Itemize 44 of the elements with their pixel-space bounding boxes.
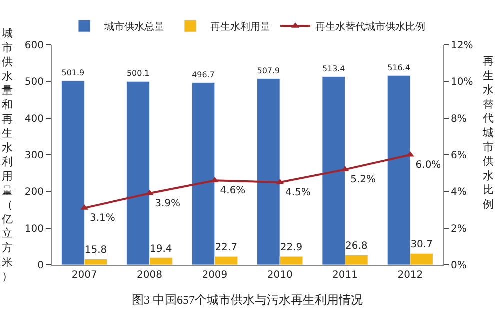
- y-tick-label: 600: [24, 40, 44, 52]
- legend-label: 城市供水总量: [104, 21, 164, 33]
- y-tick-label: 500: [24, 77, 44, 88]
- data-label: 15.8: [84, 245, 108, 256]
- y-tick-label: 400: [24, 114, 44, 125]
- y2-tick-label: 4%: [451, 187, 467, 198]
- x-tick-label: 2009: [202, 270, 228, 281]
- y-tick-label: 100: [24, 224, 44, 235]
- data-label: 501.9: [62, 68, 85, 78]
- data-label: 4.5%: [285, 187, 311, 198]
- text: 城市供水量和再生水利用量（亿立方米）: [2, 27, 13, 284]
- data-label: 5.2%: [350, 174, 376, 186]
- data-label: 516.4: [388, 63, 410, 72]
- x-tick-label: 2012: [398, 270, 424, 281]
- x-tick-label: 2010: [267, 270, 293, 281]
- data-label: 19.4: [150, 244, 172, 255]
- data-label: 22.7: [215, 242, 238, 254]
- x-tick-label: 2007: [72, 270, 98, 281]
- y2-tick-label: 6%: [451, 150, 467, 162]
- text: 图3 中国657个城市供水与污水再生利用情况: [132, 293, 363, 307]
- data-label: 22.9: [280, 242, 303, 254]
- data-label: 4.6%: [220, 186, 246, 197]
- y2-tick-label: 2%: [451, 224, 467, 235]
- data-label: 500.1: [126, 69, 150, 78]
- y-tick-label: 300: [24, 150, 44, 162]
- y2-tick-label: 0%: [451, 260, 467, 272]
- x-tick-label: 2008: [137, 270, 162, 281]
- data-label: 513.4: [322, 64, 346, 74]
- legend-label: 再生水替代城市供水比例: [316, 21, 426, 33]
- text: 再生水替代城市供水比例: [483, 55, 494, 211]
- data-label: 3.1%: [90, 213, 116, 224]
- data-label: 6.0%: [416, 160, 442, 171]
- x-tick-label: 2011: [332, 270, 358, 281]
- data-label: 30.7: [410, 240, 433, 251]
- y-tick-label: 200: [24, 187, 44, 198]
- y2-tick-label: 12%: [451, 40, 474, 52]
- data-label: 3.9%: [155, 198, 181, 210]
- data-label: 507.9: [257, 66, 280, 76]
- legend-label: 再生水利用量: [210, 21, 270, 33]
- y2-tick-label: 8%: [451, 114, 467, 125]
- y2-tick-label: 10%: [451, 77, 474, 88]
- y-tick-label: 0: [38, 260, 44, 272]
- data-label: 26.8: [346, 241, 368, 252]
- data-label: 496.7: [192, 70, 215, 80]
